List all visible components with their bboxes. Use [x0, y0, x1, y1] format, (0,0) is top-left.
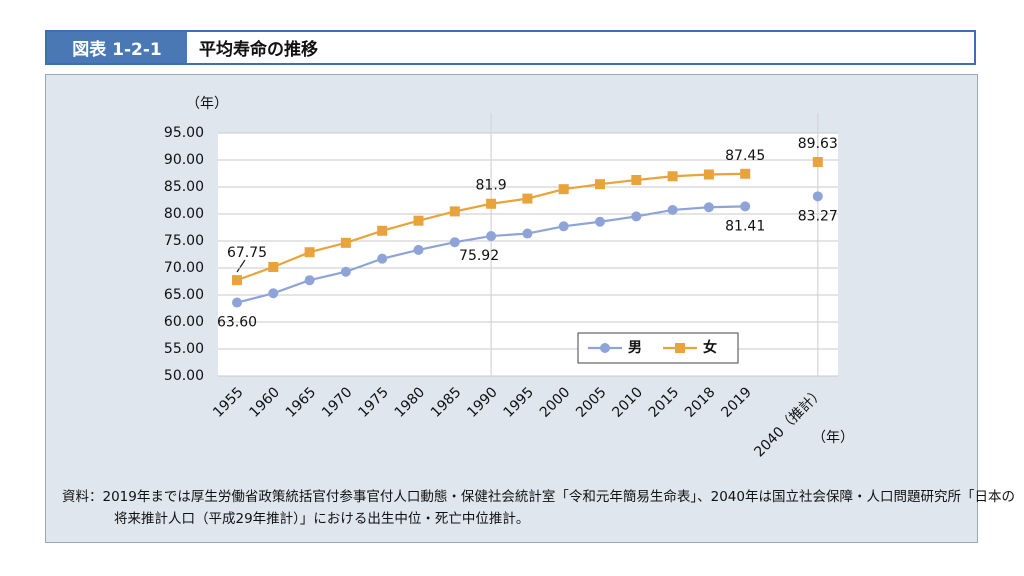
x-tick-label: 1990	[464, 384, 501, 421]
y-tick-label: 50.00	[164, 368, 204, 384]
data-label: 83.27	[798, 208, 838, 224]
data-label: 67.75	[227, 245, 267, 261]
legend-marker	[675, 343, 685, 353]
y-tick-label: 55.00	[164, 341, 204, 357]
data-label: 87.45	[725, 148, 765, 164]
x-tick-label: 1965	[283, 384, 320, 421]
marker	[232, 297, 242, 308]
legend-marker	[600, 343, 610, 353]
source-note: 資料：2019年までは厚生労働省政策統括官付参事官付人口動態・保健社会統計室「令…	[62, 489, 1015, 527]
data-label: 89.63	[798, 136, 838, 152]
legend-label: 男	[628, 340, 642, 356]
x-tick-label: 1980	[392, 384, 429, 421]
marker	[667, 171, 678, 182]
marker	[703, 169, 714, 180]
data-label: 81.41	[725, 218, 765, 234]
x-tick-label: 2015	[646, 384, 683, 421]
marker	[667, 204, 678, 215]
marker	[268, 261, 279, 272]
marker	[377, 253, 388, 264]
x-tick-label: 1985	[428, 384, 465, 421]
x-tick-label: 1995	[501, 384, 538, 421]
marker	[595, 216, 605, 227]
x-axis-label: （年）	[812, 430, 854, 446]
y-tick-label: 95.00	[164, 125, 204, 141]
y-tick-label: 90.00	[164, 152, 204, 168]
legend-label: 女	[703, 339, 717, 356]
marker	[812, 156, 823, 167]
x-tick-label: 2019	[718, 384, 755, 421]
marker	[304, 275, 315, 286]
x-tick-label: 2040（推計）	[751, 384, 827, 460]
y-tick-label: 75.00	[164, 233, 204, 249]
marker	[232, 275, 242, 286]
data-label: 75.92	[459, 248, 499, 264]
y-tick-label: 70.00	[164, 260, 204, 276]
y-tick-label: 60.00	[164, 314, 204, 330]
marker	[413, 215, 424, 226]
x-tick-label: 1960	[246, 384, 283, 421]
x-tick-label: 2000	[537, 384, 574, 421]
marker	[558, 184, 569, 195]
figure-label: 図表 1-2-1	[47, 32, 187, 63]
data-label: 63.60	[217, 315, 257, 331]
chart-title: 平均寿命の推移	[199, 40, 318, 60]
marker	[558, 221, 569, 232]
y-tick-label: 65.00	[164, 287, 204, 303]
marker	[522, 193, 533, 204]
marker	[522, 228, 533, 239]
x-tick-label: 1970	[319, 384, 356, 421]
marker	[595, 179, 605, 190]
marker	[377, 225, 388, 236]
marker	[413, 244, 424, 255]
y-tick-label: 80.00	[164, 206, 204, 222]
marker	[740, 201, 751, 212]
marker	[631, 174, 642, 185]
marker	[486, 198, 497, 209]
x-tick-label: 1975	[355, 384, 392, 421]
marker	[740, 168, 751, 179]
label-arrow	[236, 259, 246, 273]
x-tick-label: 2005	[573, 384, 610, 421]
marker	[812, 191, 823, 202]
marker	[340, 266, 351, 277]
x-tick-label: 2010	[609, 384, 646, 421]
marker	[304, 247, 315, 258]
marker	[703, 202, 714, 213]
marker	[340, 237, 351, 248]
header: 図表 1-2-1 平均寿命の推移	[45, 30, 976, 65]
marker	[268, 288, 279, 299]
y-tick-label: 85.00	[164, 179, 204, 195]
marker	[631, 211, 642, 222]
x-tick-label: 1955	[210, 384, 247, 421]
marker	[486, 231, 497, 242]
data-label: 81.9	[476, 178, 507, 194]
marker	[449, 206, 460, 217]
x-tick-label: 2018	[682, 384, 719, 421]
y-axis-label: （年）	[186, 96, 228, 112]
marker	[449, 237, 460, 248]
